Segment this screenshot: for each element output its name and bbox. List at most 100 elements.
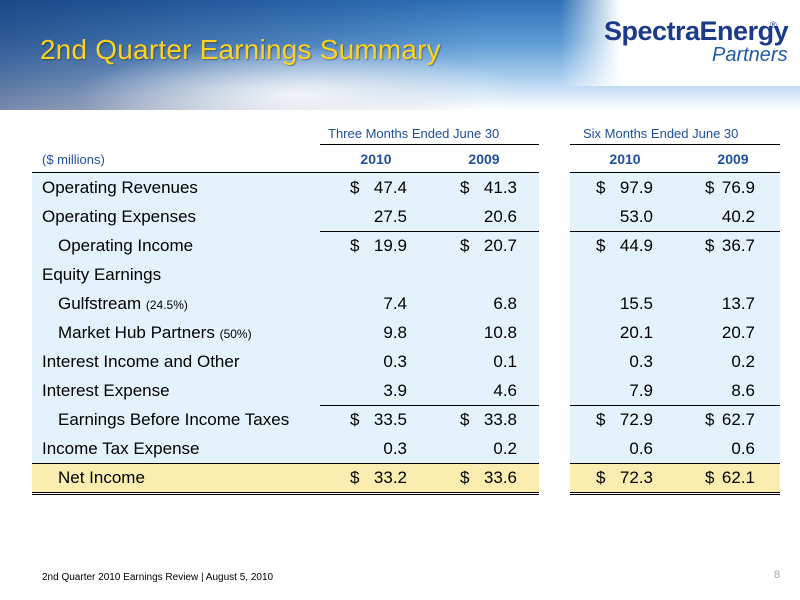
value-number: 72.9 <box>619 410 653 429</box>
value-number: 19.9 <box>373 236 407 255</box>
row-label: Interest Expense <box>42 381 170 401</box>
row-label-text: Market Hub Partners <box>58 323 215 342</box>
row-background <box>570 173 780 202</box>
row-background <box>570 289 780 318</box>
row-label-text: Interest Income and Other <box>42 352 240 371</box>
value-number: 41.3 <box>483 178 517 197</box>
value-number: 0.3 <box>629 352 653 371</box>
table-rule <box>570 492 780 493</box>
row-label: Equity Earnings <box>42 265 161 285</box>
header-rule-left <box>32 172 539 173</box>
table-rule <box>32 494 539 495</box>
table-row: Operating Revenues $47.4 $41.3 $97.9 $76.9 <box>0 173 800 202</box>
row-background <box>32 231 539 260</box>
row-background <box>32 289 539 318</box>
dollar-sign: $ <box>350 178 360 197</box>
value-number: 44.9 <box>619 236 653 255</box>
row-label-text: Gulfstream <box>58 294 142 313</box>
value-number: 47.4 <box>373 178 407 197</box>
row-background <box>32 260 539 289</box>
year-header: 2009 <box>717 151 749 167</box>
row-label-text: Operating Income <box>58 236 194 255</box>
value-number: 62.7 <box>721 410 755 429</box>
three-months-rule <box>320 144 539 145</box>
three-months-header: Three Months Ended June 30 <box>328 126 500 141</box>
dollar-sign: $ <box>705 410 715 429</box>
row-label: Operating Revenues <box>42 178 198 198</box>
logo-trademark: ® <box>770 20 777 30</box>
row-background <box>570 318 780 347</box>
value-number: 20.7 <box>483 236 517 255</box>
value-number: 0.1 <box>493 352 517 371</box>
table-rule <box>320 405 539 406</box>
table-rule <box>570 494 780 495</box>
value-number: 13.7 <box>721 294 755 313</box>
value-number: 0.3 <box>383 352 407 371</box>
units-label: ($ millions) <box>42 152 105 167</box>
year-header: 2010 <box>360 151 392 167</box>
dollar-sign: $ <box>596 468 606 487</box>
row-background <box>570 405 780 434</box>
table-row: Operating Expenses 27.5 20.6 53.0 40.2 <box>0 202 800 231</box>
row-background <box>32 434 539 463</box>
value-number: 76.9 <box>721 178 755 197</box>
row-label-text: Net Income <box>58 468 145 487</box>
value-number: 62.1 <box>721 468 755 487</box>
value-number: 27.5 <box>373 207 407 226</box>
dollar-sign: $ <box>596 178 606 197</box>
row-label-note: (24.5%) <box>145 298 188 312</box>
value-number: 7.9 <box>629 381 653 400</box>
row-background <box>570 260 780 289</box>
row-label: Earnings Before Income Taxes <box>58 410 289 430</box>
row-label: Operating Income <box>58 236 193 256</box>
value-number: 9.8 <box>383 323 407 342</box>
row-label: Income Tax Expense <box>42 439 200 459</box>
row-label: Operating Expenses <box>42 207 196 227</box>
value-number: 4.6 <box>493 381 517 400</box>
logo-partners-text: Partners <box>712 44 788 66</box>
table-rule <box>32 463 539 464</box>
year-header: 2009 <box>468 151 500 167</box>
row-label: Market Hub Partners (50%) <box>58 323 252 343</box>
page-title: 2nd Quarter Earnings Summary <box>40 34 441 65</box>
value-number: 20.6 <box>483 207 517 226</box>
table-rule <box>32 492 539 493</box>
six-months-rule <box>570 144 780 145</box>
table-row: Net Income $33.2 $33.6 $72.3 $62.1 <box>0 463 800 492</box>
value-number: 6.8 <box>493 294 517 313</box>
dollar-sign: $ <box>350 468 360 487</box>
value-number: 3.9 <box>383 381 407 400</box>
row-label: Interest Income and Other <box>42 352 240 372</box>
row-background <box>570 463 780 492</box>
row-label-text: Equity Earnings <box>42 265 162 284</box>
dollar-sign: $ <box>460 178 470 197</box>
dollar-sign: $ <box>705 236 715 255</box>
table-rule <box>570 405 780 406</box>
value-number: 33.2 <box>373 468 407 487</box>
value-number: 53.0 <box>619 207 653 226</box>
row-background <box>32 173 539 202</box>
dollar-sign: $ <box>705 468 715 487</box>
row-background <box>32 347 539 376</box>
row-label: Net Income <box>58 468 145 488</box>
value-number: 0.6 <box>731 439 755 458</box>
row-label-note: (50%) <box>219 327 252 341</box>
table-row: Gulfstream (24.5%) 7.4 6.8 15.5 13.7 <box>0 289 800 318</box>
dollar-sign: $ <box>460 410 470 429</box>
value-number: 20.7 <box>721 323 755 342</box>
value-number: 0.3 <box>383 439 407 458</box>
value-number: 0.2 <box>493 439 517 458</box>
footer-text: 2nd Quarter 2010 Earnings Review | Augus… <box>42 572 274 583</box>
value-number: 20.1 <box>619 323 653 342</box>
table-row: Equity Earnings <box>0 260 800 289</box>
value-number: 97.9 <box>619 178 653 197</box>
six-months-header: Six Months Ended June 30 <box>583 126 739 141</box>
table-rule <box>320 231 539 232</box>
row-background <box>32 463 539 492</box>
row-label: Gulfstream (24.5%) <box>58 294 188 314</box>
row-label-text: Operating Revenues <box>42 178 198 197</box>
value-number: 10.8 <box>483 323 517 342</box>
table-row: Income Tax Expense 0.3 0.2 0.6 0.6 <box>0 434 800 463</box>
row-label-text: Operating Expenses <box>42 207 197 226</box>
table-row: Operating Income $19.9 $20.7 $44.9 $36.7 <box>0 231 800 260</box>
